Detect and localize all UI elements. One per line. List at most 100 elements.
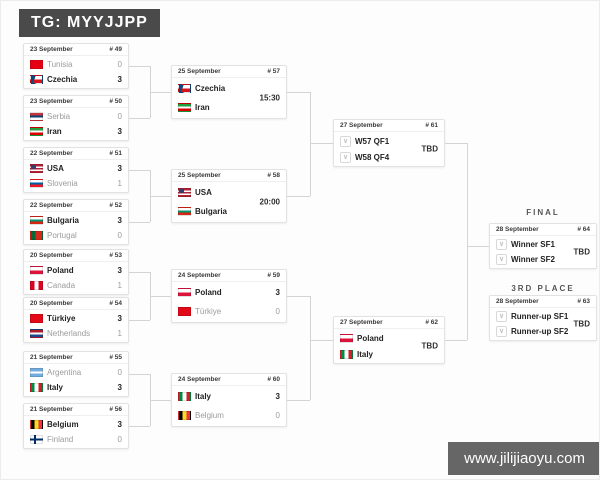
team-name: W57 QF1 [355,136,390,146]
match-card-62[interactable]: 27 September # 62 Poland Italy TBD [333,316,445,364]
match-date: 21 September [30,406,73,413]
bracket-connector [310,143,333,144]
bracket-connector [150,400,171,401]
match-header: 25 September # 58 [172,170,286,182]
team-row: Türkiye 3 [24,314,128,323]
team-name: Türkiye [195,307,222,316]
match-card-55[interactable]: 21 September # 55 Argentina 0 Italy 3 [23,351,129,397]
team-score: 3 [117,127,122,136]
match-time: TBD [573,319,590,329]
match-date: 23 September [30,46,73,53]
match-date: 23 September [30,98,73,105]
tg-badge: TG: MYYJJPP [19,9,160,37]
team-name: Italy [195,392,212,401]
team-score: 0 [117,435,122,444]
match-body: Argentina 0 Italy 3 [24,364,128,396]
match-date: 20 September [30,252,73,259]
match-header: 25 September # 57 [172,66,286,78]
match-header: 23 September # 50 [24,96,128,108]
flag-icon [30,164,43,173]
flag-icon [30,368,43,377]
flag-icon [30,329,43,338]
match-date: 28 September [496,298,539,305]
team-name: Poland [195,288,222,297]
flag-icon [178,288,191,297]
match-card-52[interactable]: 22 September # 52 Bulgaria 3 Portugal 0 [23,199,129,245]
match-card-third-place[interactable]: 28 September # 63 Runner-up SF1 Runner-u… [489,295,597,341]
match-card-61[interactable]: 27 September # 61 W57 QF1 W58 QF4 TBD [333,119,445,167]
placeholder-team-icon [340,151,351,163]
third-place-label: 3RD PLACE [511,284,575,293]
match-card-59[interactable]: 24 September # 59 Poland 3 Türkiye 0 [171,269,287,323]
match-header: 21 September # 56 [24,404,128,416]
team-row: Czechia 3 [24,75,128,84]
team-row: Netherlands 1 [24,329,128,338]
flag-icon [178,411,191,420]
team-name: Bulgaria [195,207,228,216]
team-score: 0 [275,307,280,316]
flag-icon [340,349,353,359]
team-row: Bulgaria 3 [24,216,128,225]
team-row: Czechia [172,84,286,93]
match-header: 27 September # 61 [334,120,444,132]
match-card-57[interactable]: 25 September # 57 Czechia Iran 15:30 [171,65,287,119]
team-row: Poland 3 [172,288,286,297]
match-card-56[interactable]: 21 September # 56 Belgium 3 Finland 0 [23,403,129,449]
watermark-url: www.jilijiaoyu.com [448,442,599,475]
flag-icon [30,112,43,121]
match-card-53[interactable]: 20 September # 53 Poland 3 Canada 1 [23,249,129,295]
match-date: 27 September [340,319,383,326]
flag-icon [30,314,43,323]
team-name: Winner SF1 [511,240,555,249]
team-score: 0 [117,112,122,121]
team-row: Serbia 0 [24,112,128,121]
match-body: Poland 3 Türkiye 0 [172,282,286,322]
match-date: 25 September [178,68,221,75]
match-number: # 58 [267,172,280,179]
team-score: 0 [117,368,122,377]
match-number: # 61 [425,122,438,129]
bracket-connector [445,340,467,341]
match-card-49[interactable]: 23 September # 49 Tunisia 0 Czechia 3 [23,43,129,89]
team-row: USA 3 [24,164,128,173]
match-body: Belgium 3 Finland 0 [24,416,128,448]
team-score: 0 [117,231,122,240]
match-body: Bulgaria 3 Portugal 0 [24,212,128,244]
bracket-connector [150,92,171,93]
match-header: 21 September # 55 [24,352,128,364]
match-card-58[interactable]: 25 September # 58 USA Bulgaria 20:00 [171,169,287,223]
match-card-50[interactable]: 23 September # 50 Serbia 0 Iran 3 [23,95,129,141]
match-card-final[interactable]: 28 September # 64 Winner SF1 Winner SF2 … [489,223,597,269]
team-score: 3 [275,288,280,297]
bracket-connector [287,400,310,401]
team-name: Slovenia [47,179,78,188]
final-label: FINAL [526,208,560,217]
bracket-connector [287,296,310,297]
team-row: Italy 3 [24,383,128,392]
match-header: 22 September # 52 [24,200,128,212]
bracket-connector [129,66,150,67]
flag-icon [30,127,43,136]
team-row: Winner SF1 [490,239,596,250]
match-time: TBD [421,341,438,351]
team-score: 3 [117,75,122,84]
flag-icon [178,103,191,112]
match-card-54[interactable]: 20 September # 54 Türkiye 3 Netherlands … [23,297,129,343]
team-name: Türkiye [47,314,76,323]
match-date: 24 September [178,272,221,279]
flag-icon [178,392,191,401]
match-header: 28 September # 64 [490,224,596,236]
team-name: Iran [47,127,62,136]
flag-icon [30,216,43,225]
match-card-51[interactable]: 22 September # 51 USA 3 Slovenia 1 [23,147,129,193]
match-body: Italy 3 Belgium 0 [172,386,286,426]
team-name: Belgium [195,411,224,420]
match-card-60[interactable]: 24 September # 60 Italy 3 Belgium 0 [171,373,287,427]
match-number: # 49 [109,46,122,53]
team-score: 1 [117,281,122,290]
match-header: 24 September # 60 [172,374,286,386]
team-row: Finland 0 [24,435,128,444]
team-score: 1 [117,179,122,188]
match-number: # 60 [267,376,280,383]
match-header: 24 September # 59 [172,270,286,282]
